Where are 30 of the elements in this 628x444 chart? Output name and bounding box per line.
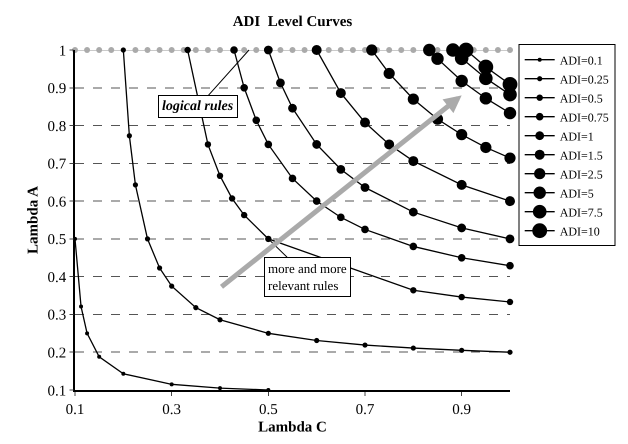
y-tick-label: 0.1 [48, 383, 66, 400]
x-tick-label: 0.3 [162, 402, 182, 418]
legend-label: ADI=5 [560, 186, 594, 200]
y-tick-label: 0.2 [48, 345, 66, 362]
legend-label: ADI=0.25 [560, 72, 609, 86]
y-tick-label: 0.9 [48, 81, 66, 98]
legend-label: ADI=10 [560, 224, 600, 238]
y-tick-label: 0.5 [48, 232, 66, 248]
y-axis-title: Lambda A [25, 186, 42, 254]
legend-label: ADI=0.5 [560, 91, 603, 106]
y-tick-label: 0.6 [48, 194, 67, 210]
x-tick-label: 0.1 [66, 402, 84, 418]
y-tick-label: 0.7 [48, 156, 67, 173]
legend-label: ADI=0.75 [560, 110, 609, 124]
legend-label: ADI=0.1 [560, 53, 603, 68]
x-tick-label: 0.7 [356, 402, 375, 418]
annotation: more and more relevant rules [268, 261, 347, 293]
legend-label: ADI=1 [560, 129, 594, 144]
legend-label: ADI=7.5 [560, 205, 603, 220]
y-tick-label: 0.8 [48, 118, 66, 135]
x-tick-label: 0.5 [258, 402, 278, 418]
annotation: logical rules [162, 99, 234, 114]
x-axis-title: Lambda C [258, 419, 327, 436]
chart-title: ADI Level Curves [232, 14, 352, 30]
y-tick-label: 0.3 [48, 308, 66, 324]
legend-label: ADI=2.5 [560, 167, 603, 182]
y-tick-label: 1 [58, 43, 66, 60]
y-tick-label: 0.4 [48, 270, 67, 286]
legend-label: ADI=1.5 [560, 148, 603, 162]
x-tick-label: 0.9 [452, 402, 472, 418]
